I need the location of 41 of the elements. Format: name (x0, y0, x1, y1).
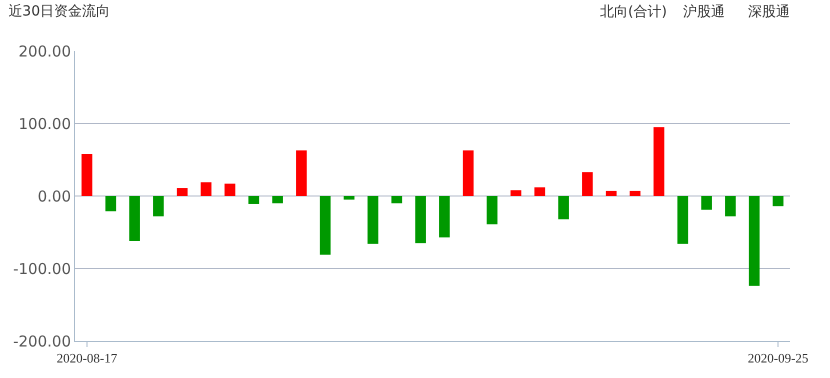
bar (320, 196, 331, 255)
x-tick-label: 2020-09-25 (748, 350, 808, 366)
bar (630, 190, 640, 196)
bar (439, 196, 450, 238)
x-tick-label: 2020-08-17 (56, 350, 118, 366)
chart-title: 近30日资金流向 (8, 3, 110, 20)
y-tick-label: -100.00 (13, 260, 71, 278)
bar (153, 196, 164, 216)
text: 北向(合计) (600, 4, 667, 20)
bar (82, 154, 92, 196)
bar (748, 196, 760, 286)
bar (558, 196, 569, 220)
bar (654, 127, 664, 196)
y-tick-label: 100.00 (18, 114, 71, 133)
bar (176, 188, 188, 196)
bar (486, 196, 498, 224)
bar (224, 184, 236, 196)
bar (582, 172, 593, 196)
bar (606, 190, 617, 196)
bar (368, 196, 378, 244)
bar (462, 150, 474, 196)
y-tick-label: -200.00 (13, 332, 71, 350)
bar (272, 196, 283, 204)
bar (701, 196, 712, 210)
bar (725, 196, 736, 216)
bar (200, 182, 212, 196)
y-tick-label: 200.00 (18, 42, 71, 60)
bar (105, 196, 116, 212)
bar (510, 190, 522, 196)
bar (534, 187, 546, 196)
bar (344, 196, 354, 200)
text: 沪股通 (683, 4, 725, 20)
bar (296, 150, 307, 196)
bar (415, 196, 426, 244)
text: 深股通 (748, 4, 790, 20)
bar (248, 196, 260, 204)
y-tick-label: 0.00 (38, 187, 71, 206)
bar (129, 196, 140, 241)
bar (772, 196, 784, 206)
bar (391, 196, 402, 204)
bar (677, 196, 688, 244)
